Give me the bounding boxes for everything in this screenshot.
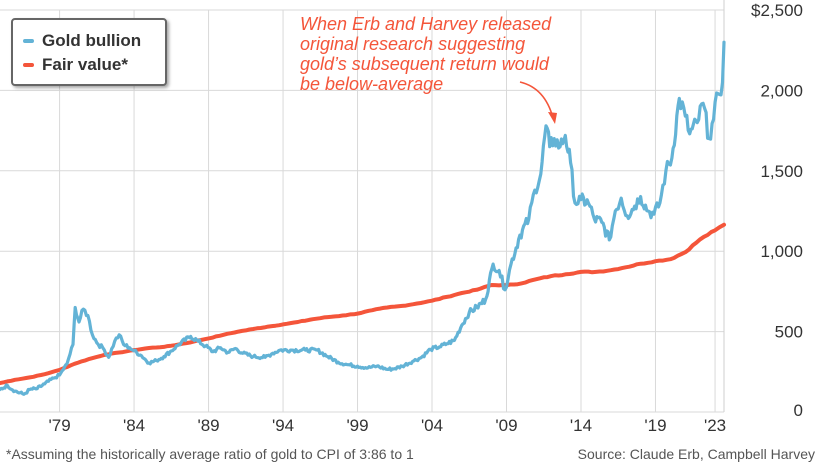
annotation-line: be below-average xyxy=(300,74,444,94)
y-tick-label: 0 xyxy=(794,401,803,420)
x-tick-label: '79 xyxy=(49,416,71,435)
annotation-line: original research suggesting xyxy=(300,34,526,54)
legend-swatch-gold xyxy=(23,39,34,43)
legend-item-fair-value: Fair value* xyxy=(23,54,128,76)
gridlines xyxy=(0,0,725,413)
legend-swatch-fair-value xyxy=(23,63,34,67)
x-tick-label: '99 xyxy=(346,416,368,435)
y-tick-label: $2,500 xyxy=(751,1,803,20)
annotation-arrowhead xyxy=(548,112,557,124)
y-tick-label: 1,000 xyxy=(760,242,803,261)
annotation-line: When Erb and Harvey released xyxy=(300,14,552,34)
x-tick-label: '14 xyxy=(570,416,592,435)
legend-label-gold: Gold bullion xyxy=(42,31,142,50)
gold-bullion-line xyxy=(0,40,726,396)
x-tick-label: '23 xyxy=(704,416,726,435)
x-tick-label: '89 xyxy=(197,416,219,435)
x-tick-label: '04 xyxy=(421,416,443,435)
legend-item-gold: Gold bullion xyxy=(23,30,141,52)
x-tick-label: '94 xyxy=(272,416,294,435)
y-tick-label: 1,500 xyxy=(760,162,803,181)
legend-label-fair-value: Fair value* xyxy=(42,55,128,74)
footnote: *Assuming the historically average ratio… xyxy=(6,446,414,462)
x-axis-ticks: '79 '84 '89 '94 '99 '04 '09 '14 '19 '23 xyxy=(49,416,727,435)
annotation-text: When Erb and Harvey released original re… xyxy=(300,14,600,94)
y-axis-ticks: 0 500 1,000 1,500 2,000 $2,500 xyxy=(751,1,803,420)
source-note: Source: Claude Erb, Campbell Harvey xyxy=(577,446,815,462)
x-tick-label: '84 xyxy=(123,416,145,435)
fair-value-line xyxy=(0,222,726,386)
chart-legend: Gold bullion Fair value* xyxy=(11,18,167,86)
x-tick-label: '09 xyxy=(495,416,517,435)
x-tick-label: '19 xyxy=(644,416,666,435)
series-lines xyxy=(0,40,726,396)
y-tick-label: 2,000 xyxy=(760,81,803,100)
y-tick-label: 500 xyxy=(775,323,803,342)
annotation-line: gold’s subsequent return would xyxy=(300,54,549,74)
